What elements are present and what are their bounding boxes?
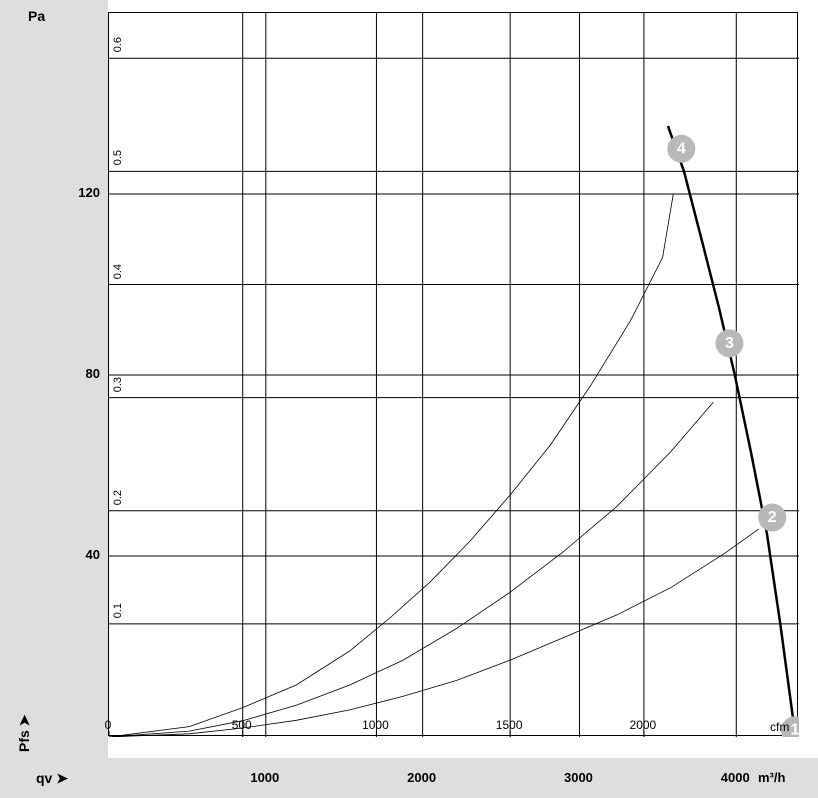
chart-svg: 1234 xyxy=(109,13,799,737)
m3h-tick-label: 1000 xyxy=(235,770,295,785)
y-axis-label: Pfs ➤ xyxy=(16,715,33,752)
cfm-tick-label: 1000 xyxy=(355,718,395,732)
m3h-tick-label: 4000 xyxy=(705,770,765,785)
x-axis-arrow: ➤ xyxy=(52,770,68,786)
inwg-tick-label: 0.4 xyxy=(112,264,124,304)
m3h-tick-label: 2000 xyxy=(392,770,452,785)
y-axis-label-text: Pfs xyxy=(16,730,32,752)
inwg-tick-label: 0.3 xyxy=(112,377,124,417)
x-axis-label: qv ➤ xyxy=(36,770,68,790)
system-curve xyxy=(109,194,673,737)
pa-tick-label: 120 xyxy=(0,185,100,200)
x-secondary-unit: cfm xyxy=(770,720,810,734)
inwg-tick-label: 0.2 xyxy=(112,490,124,530)
cfm-tick-label: 1500 xyxy=(489,718,529,732)
cfm-tick-label: 500 xyxy=(222,718,262,732)
plot-area: 1234 xyxy=(108,12,798,736)
pa-tick-label: 80 xyxy=(0,366,100,381)
pa-tick-label: 40 xyxy=(0,547,100,562)
grid xyxy=(109,13,799,737)
x-primary-unit: m³/h xyxy=(758,770,818,785)
fan-curve xyxy=(668,126,794,723)
inwg-tick-label: 0.1 xyxy=(112,603,124,643)
curve-marker-label: 4 xyxy=(677,140,686,157)
curve-marker-label: 3 xyxy=(725,335,734,352)
cfm-tick-label: 0 xyxy=(88,718,128,732)
cfm-tick-label: 2000 xyxy=(623,718,663,732)
y-axis-arrow: ➤ xyxy=(16,715,32,731)
curve-marker-label: 2 xyxy=(768,509,777,526)
inwg-tick-label: 0.5 xyxy=(112,150,124,190)
system-curve xyxy=(109,402,713,737)
system-curve xyxy=(109,529,759,737)
x-axis-label-text: qv xyxy=(36,770,52,786)
inwg-tick-label: 0.6 xyxy=(112,37,124,77)
y-primary-unit: Pa xyxy=(28,8,45,24)
m3h-tick-label: 3000 xyxy=(548,770,608,785)
